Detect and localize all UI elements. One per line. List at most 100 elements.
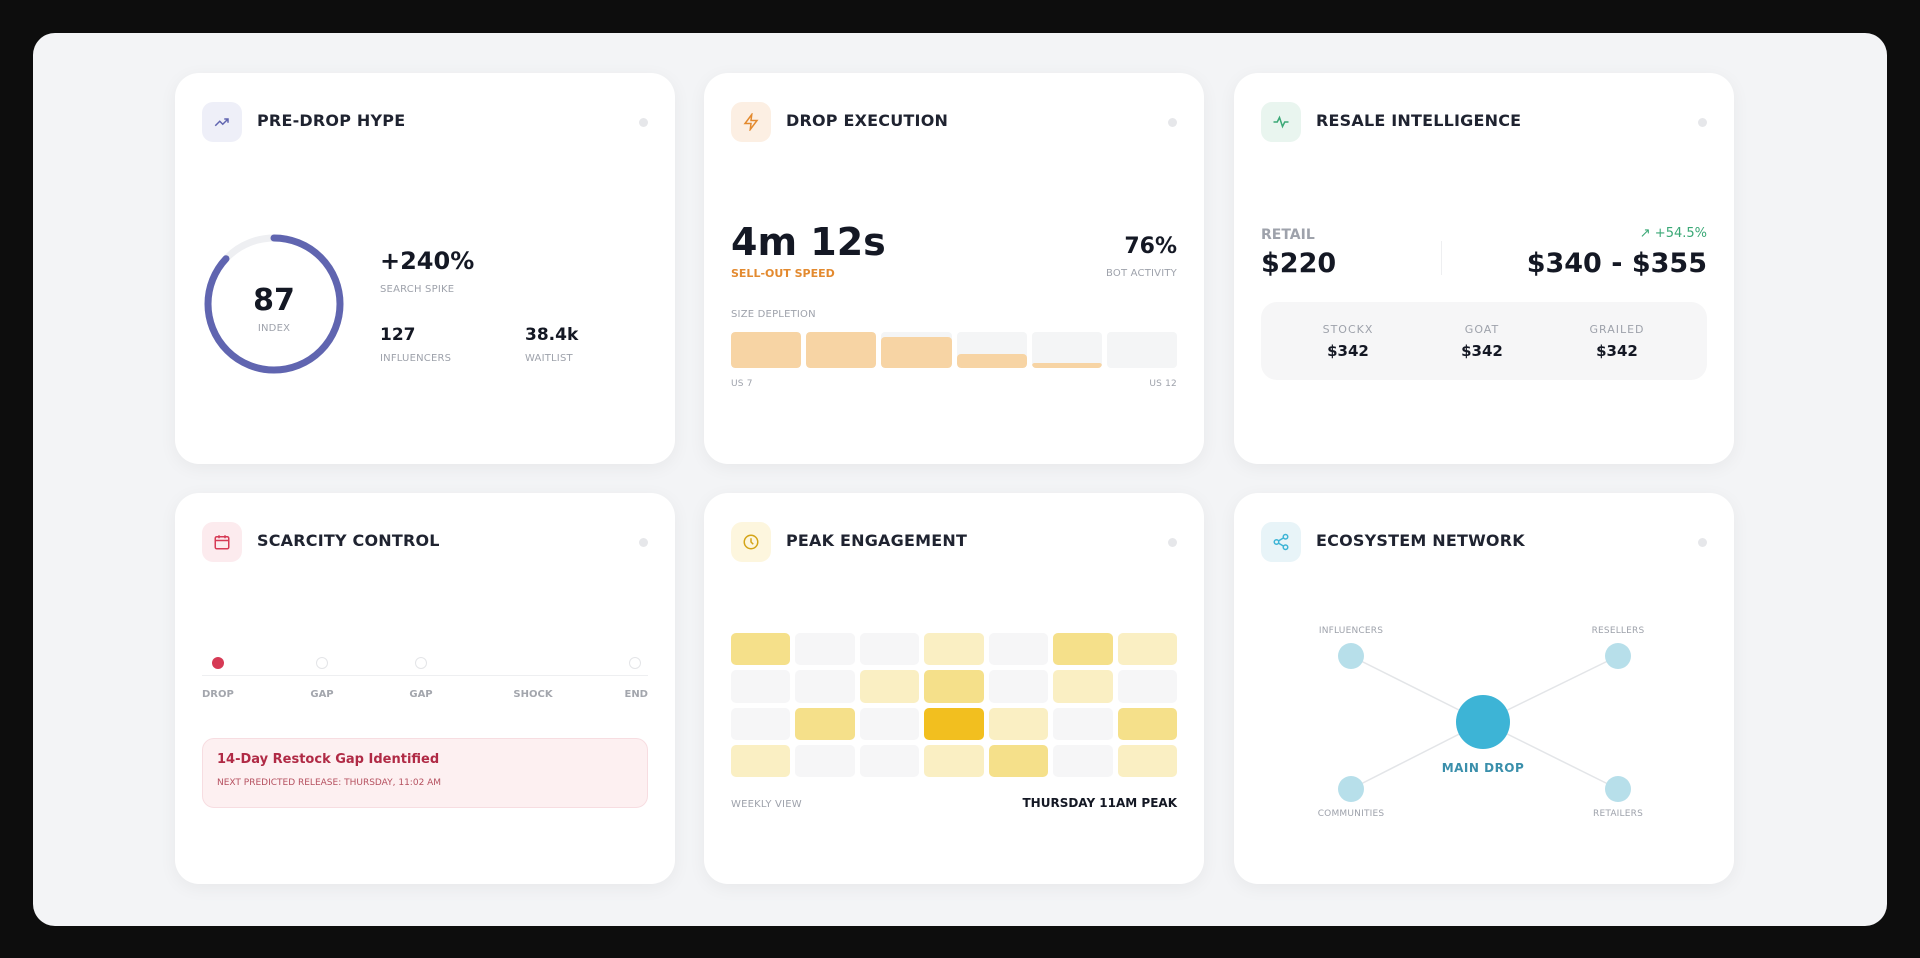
node-label: RESELLERS <box>1591 626 1645 636</box>
hype-index-ring <box>204 234 344 374</box>
heat-cell[interactable] <box>859 633 920 666</box>
timeline-dot[interactable] <box>415 657 427 669</box>
heat-cell[interactable] <box>795 670 855 703</box>
size-bar-fill <box>881 337 952 368</box>
trending-up-icon <box>202 102 242 142</box>
heat-cell[interactable] <box>988 670 1049 703</box>
main-drop-label: MAIN DROP <box>1441 761 1525 775</box>
heat-cell[interactable] <box>924 707 984 740</box>
heat-cell[interactable] <box>1117 744 1177 777</box>
heat-cell[interactable] <box>1117 670 1177 703</box>
size-start-label: US 7 <box>731 379 753 389</box>
network-graph <box>1338 643 1631 802</box>
timeline-line <box>202 675 648 676</box>
waitlist-label: WAITLIST <box>525 353 573 364</box>
heat-cell[interactable] <box>1053 707 1113 740</box>
node-communities[interactable] <box>1338 776 1364 802</box>
clock-icon <box>731 522 771 562</box>
retail-price: $220 <box>1261 248 1337 279</box>
size-bar-fill <box>731 332 802 368</box>
scarcity-control-card: SCARCITY CONTROL 14-Day Restock Gap Iden… <box>175 493 675 884</box>
size-bar <box>806 332 877 368</box>
heat-cell[interactable] <box>795 633 855 666</box>
menu-dot[interactable] <box>639 538 648 547</box>
heat-cell[interactable] <box>731 707 791 740</box>
alert-subtitle: NEXT PREDICTED RELEASE: THURSDAY, 11:02 … <box>217 778 442 788</box>
size-bar-fill <box>1031 362 1102 368</box>
peak-time-label: THURSDAY 11AM PEAK <box>1022 796 1177 810</box>
heat-cell[interactable] <box>924 670 984 703</box>
resale-intelligence-card: RESALE INTELLIGENCE RETAIL $220 ↗ +54.5%… <box>1234 73 1734 464</box>
size-bar-fill <box>956 353 1027 368</box>
heat-cell[interactable] <box>731 633 791 666</box>
size-bar <box>956 332 1027 368</box>
heat-cell[interactable] <box>924 633 984 666</box>
heat-cell[interactable] <box>1053 744 1113 777</box>
timeline-label: END <box>624 689 648 700</box>
heat-cell[interactable] <box>859 707 920 740</box>
peak-engagement-card: PEAK ENGAGEMENT WEEKLY VIEW THURSDAY 11A… <box>704 493 1204 884</box>
size-end-label: US 12 <box>1149 379 1177 389</box>
alert-title: 14-Day Restock Gap Identified <box>217 752 440 767</box>
node-influencers[interactable] <box>1338 643 1364 669</box>
menu-dot[interactable] <box>1698 118 1707 127</box>
market-prices: STOCKX $342 GOAT $342 GRAILED $342 <box>1261 302 1707 380</box>
retail-label: RETAIL <box>1261 227 1315 243</box>
card-title: ECOSYSTEM NETWORK <box>1316 531 1525 550</box>
bot-activity-label: BOT ACTIVITY <box>1106 268 1177 279</box>
lightning-icon <box>731 102 771 142</box>
card-title: PRE-DROP HYPE <box>257 111 406 130</box>
heat-cell[interactable] <box>988 744 1049 777</box>
size-depletion-label: SIZE DEPLETION <box>731 309 816 320</box>
timeline-dot[interactable] <box>316 657 328 669</box>
card-title: SCARCITY CONTROL <box>257 531 440 550</box>
weekly-view-label: WEEKLY VIEW <box>731 799 802 810</box>
timeline-label: GAP <box>409 689 433 700</box>
heat-cell[interactable] <box>795 744 855 777</box>
timeline-label: SHOCK <box>513 689 553 700</box>
heat-cell[interactable] <box>1117 633 1177 666</box>
node-label: INFLUENCERS <box>1318 626 1384 636</box>
search-spike-label: SEARCH SPIKE <box>380 284 455 295</box>
heat-cell[interactable] <box>731 744 791 777</box>
arrow-up-right-icon: ↗ <box>1639 226 1655 241</box>
node-main-drop[interactable] <box>1456 695 1510 749</box>
influencers-value: 127 <box>380 325 416 345</box>
heat-cell[interactable] <box>795 707 855 740</box>
timeline-label: GAP <box>310 689 334 700</box>
heat-cell[interactable] <box>988 707 1049 740</box>
heat-cell[interactable] <box>859 744 920 777</box>
pre-drop-hype-card: PRE-DROP HYPE 87 INDEX +240% SEARCH SPIK… <box>175 73 675 464</box>
node-retailers[interactable] <box>1605 776 1631 802</box>
size-bar <box>731 332 802 368</box>
divider <box>1441 241 1442 275</box>
timeline-dot[interactable] <box>212 657 224 669</box>
size-bar <box>881 332 952 368</box>
restock-alert: 14-Day Restock Gap Identified NEXT PREDI… <box>202 738 648 808</box>
sell-out-speed-label: SELL-OUT SPEED <box>731 267 835 280</box>
heat-cell[interactable] <box>731 670 791 703</box>
timeline-dot[interactable] <box>629 657 641 669</box>
heat-cell[interactable] <box>1117 707 1177 740</box>
market-grailed: GRAILED $342 <box>1589 323 1645 360</box>
calendar-icon <box>202 522 242 562</box>
heat-cell[interactable] <box>924 744 984 777</box>
size-bar <box>1031 332 1102 368</box>
index-value: 87 <box>253 283 295 318</box>
heat-cell[interactable] <box>859 670 920 703</box>
heat-cell[interactable] <box>988 633 1049 666</box>
heat-cell[interactable] <box>1053 670 1113 703</box>
heat-cell[interactable] <box>1053 633 1113 666</box>
menu-dot[interactable] <box>1168 118 1177 127</box>
menu-dot[interactable] <box>1698 538 1707 547</box>
menu-dot[interactable] <box>1168 538 1177 547</box>
share-icon <box>1261 522 1301 562</box>
market-stockx: STOCKX $342 <box>1322 323 1374 360</box>
drop-execution-card: DROP EXECUTION 4m 12s SELL-OUT SPEED 76%… <box>704 73 1204 464</box>
menu-dot[interactable] <box>639 118 648 127</box>
node-label: COMMUNITIES <box>1317 809 1385 819</box>
size-bar-fill <box>806 332 877 368</box>
bot-activity-value: 76% <box>1124 234 1177 259</box>
node-resellers[interactable] <box>1605 643 1631 669</box>
size-depletion-bars <box>731 332 1178 368</box>
